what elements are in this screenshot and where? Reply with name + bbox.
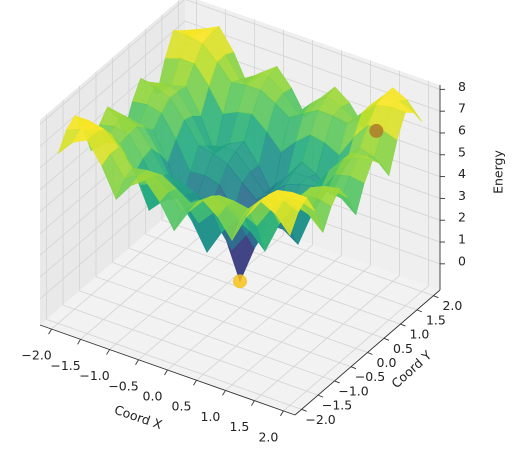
x-tick-label: −2.0 — [21, 348, 51, 363]
x-tick-label: 0.0 — [143, 389, 163, 404]
grid-line — [46, 318, 302, 410]
y-tick-label: 1.0 — [410, 327, 430, 342]
grid-line — [95, 276, 352, 368]
point — [369, 123, 384, 138]
z-tick-label: 2 — [458, 210, 466, 225]
y-tick — [301, 408, 307, 412]
z-tick-label: 0 — [458, 253, 466, 268]
z-tick-label: 4 — [458, 166, 466, 181]
x-tick — [135, 359, 139, 366]
x-axis-label: Coord X — [113, 402, 165, 432]
grid-line — [39, 0, 185, 125]
grid-line — [145, 233, 401, 325]
surface-face — [86, 132, 111, 167]
x-tick — [280, 410, 284, 417]
surface — [57, 26, 423, 283]
point — [233, 274, 247, 289]
y-tick-label: −0.5 — [355, 369, 385, 384]
x-tick-label: −1.0 — [79, 368, 109, 383]
x-tick-label: 2.0 — [258, 429, 278, 444]
points — [233, 123, 384, 289]
x-tick — [164, 369, 168, 376]
x-tick-label: 1.5 — [229, 419, 249, 434]
z-tick-label: 1 — [458, 232, 466, 247]
y-tick-label: −1.5 — [322, 398, 352, 413]
x-tick-label: 0.5 — [172, 399, 192, 414]
z-tick-label: 3 — [458, 188, 466, 203]
y-tick — [317, 394, 324, 398]
grid-line — [79, 290, 335, 382]
y-tick — [400, 323, 406, 327]
z-axis-label: Energy — [491, 150, 506, 194]
x-tick — [48, 328, 52, 335]
grid-line — [128, 247, 385, 339]
x-tick — [77, 339, 81, 345]
z-tick-label: 6 — [458, 122, 466, 137]
y-tick — [416, 309, 423, 313]
surface-face — [144, 175, 169, 203]
y-tick-label: 0.5 — [393, 341, 413, 356]
x-tick — [251, 400, 255, 406]
y-tick — [433, 295, 439, 299]
z-tick-label: 8 — [458, 79, 466, 94]
x-tick — [106, 349, 110, 355]
z-tick-label: 5 — [458, 144, 466, 159]
y-tick-label: 0.0 — [377, 355, 397, 370]
x-tick-label: −0.5 — [108, 378, 138, 393]
grid-line — [39, 20, 186, 147]
surface-face — [275, 200, 299, 236]
x-tick — [193, 379, 197, 386]
y-tick — [350, 366, 357, 370]
y-tick-label: 2.0 — [442, 298, 462, 313]
surface-face — [202, 195, 227, 217]
y-tick — [367, 352, 373, 355]
surface-face — [382, 106, 406, 141]
y-tick — [334, 380, 340, 384]
y-tick-label: −1.0 — [338, 383, 368, 398]
grid-line — [185, 0, 441, 90]
y-tick-label: 1.5 — [426, 312, 446, 327]
x-tick-label: 1.0 — [201, 409, 221, 424]
x-tick — [222, 390, 226, 396]
y-tick-label: −2.0 — [305, 412, 335, 427]
y-tick — [383, 337, 390, 341]
z-tick-label: 7 — [458, 101, 466, 116]
x-tick-label: −1.5 — [50, 358, 80, 373]
grid-line — [112, 262, 368, 353]
grid-line — [62, 304, 319, 396]
surface-face — [251, 89, 276, 132]
axes: −2.0−1.5−1.0−0.50.00.51.01.52.0−2.0−1.5−… — [21, 79, 466, 445]
